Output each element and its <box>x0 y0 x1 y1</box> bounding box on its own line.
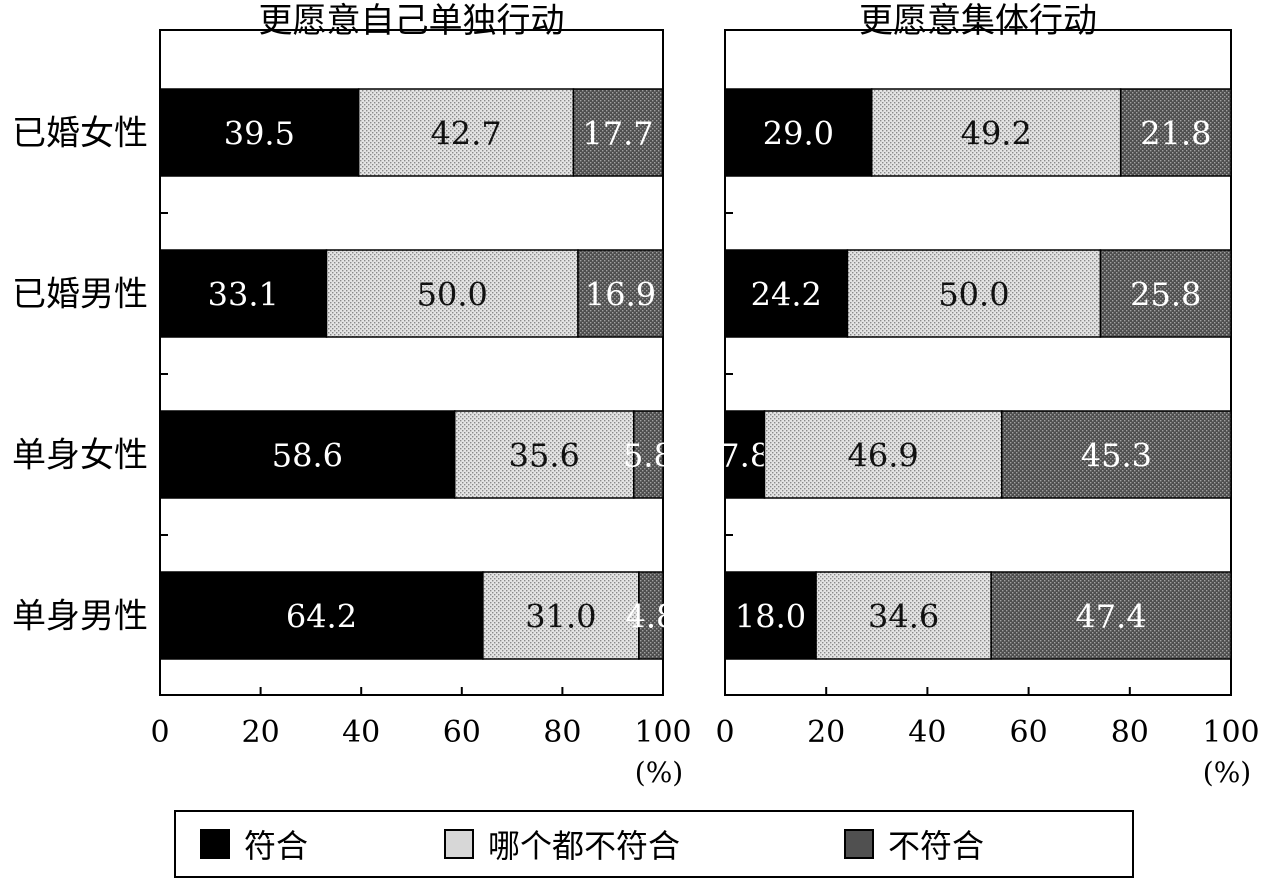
x-tick-label: 100 <box>634 715 691 750</box>
x-tick-label: 60 <box>1010 715 1048 750</box>
bar-segment-disagree <box>1119 88 1232 177</box>
bar-segment-neither <box>870 88 1122 177</box>
bar-segment-agree <box>724 249 849 338</box>
data-label-agree: 39.5 <box>224 115 295 153</box>
data-label-neither: 46.9 <box>848 437 919 475</box>
x-tick-label: 100 <box>1202 715 1259 750</box>
bar-segment-neither <box>357 88 575 177</box>
legend-item-disagree: 不符合 <box>844 812 984 876</box>
legend-item-agree: 符合 <box>200 812 308 876</box>
panel-group-action: 更愿意集体行动 29.0 49.2 21.8 24.2 50.0 25.8 7.8 46.9 45… <box>715 1 1259 789</box>
bar-segment-agree <box>724 88 873 177</box>
x-tick-label: 20 <box>807 715 845 750</box>
chart-title: 更愿意自己单独行动 <box>259 1 565 41</box>
bar-segment-disagree <box>1001 410 1232 499</box>
bar-segment-agree <box>159 410 456 499</box>
bar-segment-neither <box>482 571 640 660</box>
x-tick-label: 60 <box>443 715 481 750</box>
data-label-neither: 42.7 <box>430 115 501 153</box>
data-label-neither: 35.6 <box>509 437 580 475</box>
bar-segment-neither <box>454 410 635 499</box>
bar-segment-disagree <box>572 88 664 177</box>
data-label-disagree: 47.4 <box>1075 598 1146 636</box>
data-label-disagree: 16.9 <box>585 276 656 314</box>
bar-segment-neither <box>763 410 1003 499</box>
x-tick-label: 80 <box>1111 715 1149 750</box>
x-tick-label: 20 <box>242 715 280 750</box>
bar-segment-agree <box>724 571 817 660</box>
data-label-disagree: 25.8 <box>1130 276 1201 314</box>
x-unit-label: (%) <box>1203 756 1251 789</box>
data-label-agree: 64.2 <box>286 598 357 636</box>
x-tick-label: 80 <box>543 715 581 750</box>
chart-title: 更愿意集体行动 <box>859 1 1097 41</box>
data-label-disagree: 5.8 <box>623 437 674 475</box>
x-tick-label: 40 <box>342 715 380 750</box>
legend-swatch-agree <box>200 829 230 859</box>
category-label: 单身男性 <box>12 597 148 637</box>
bar-segment-agree <box>159 571 484 660</box>
data-label-agree: 29.0 <box>763 115 834 153</box>
category-label: 单身女性 <box>12 436 148 476</box>
category-label: 已婚男性 <box>12 275 148 315</box>
x-tick-label: 0 <box>150 715 169 750</box>
stacked-bar-figure: 更愿意自己单独行动 39.5 42.7 17.7 已婚女性 33.1 50.0 16.9 已婚男… <box>12 1 1260 789</box>
bar-segment-disagree <box>990 571 1232 660</box>
x-tick-label: 0 <box>715 715 734 750</box>
bar-segment-agree <box>159 249 328 338</box>
bar-segment-disagree <box>1099 249 1232 338</box>
data-label-neither: 49.2 <box>961 115 1032 153</box>
data-label-agree: 24.2 <box>751 276 822 314</box>
panel-solo-action: 更愿意自己单独行动 39.5 42.7 17.7 已婚女性 33.1 50.0 16.9 已婚男… <box>12 1 692 789</box>
bar-segment-disagree <box>638 571 664 660</box>
data-label-disagree: 21.8 <box>1140 115 1211 153</box>
data-label-agree: 18.0 <box>735 598 806 636</box>
data-label-neither: 50.0 <box>417 276 488 314</box>
data-label-agree: 7.8 <box>719 437 770 475</box>
legend-swatch-disagree <box>844 829 874 859</box>
data-label-neither: 34.6 <box>868 598 939 636</box>
bar-segment-disagree <box>577 249 664 338</box>
data-label-neither: 31.0 <box>525 598 596 636</box>
x-tick-label: 40 <box>908 715 946 750</box>
x-unit-label: (%) <box>635 756 683 789</box>
data-label-disagree: 17.7 <box>582 115 653 153</box>
legend-label-agree: 符合 <box>244 827 309 865</box>
legend-label-neither: 哪个都不符合 <box>488 827 681 865</box>
data-label-disagree: 4.8 <box>625 598 676 636</box>
data-label-disagree: 45.3 <box>1081 437 1152 475</box>
bar-segment-agree <box>159 88 360 177</box>
legend-item-neither: 哪个都不符合 <box>444 812 680 876</box>
bar-segment-neither <box>325 249 579 338</box>
data-label-neither: 50.0 <box>938 276 1009 314</box>
legend-label-disagree: 不符合 <box>888 827 985 865</box>
bar-segment-agree <box>724 410 766 499</box>
data-label-agree: 33.1 <box>208 276 279 314</box>
bar-segment-disagree <box>633 410 664 499</box>
legend-swatch-neither <box>444 829 474 859</box>
legend: 符合 哪个都不符合 不符合 <box>174 810 1134 878</box>
category-label: 已婚女性 <box>12 114 148 154</box>
data-label-agree: 58.6 <box>272 437 343 475</box>
